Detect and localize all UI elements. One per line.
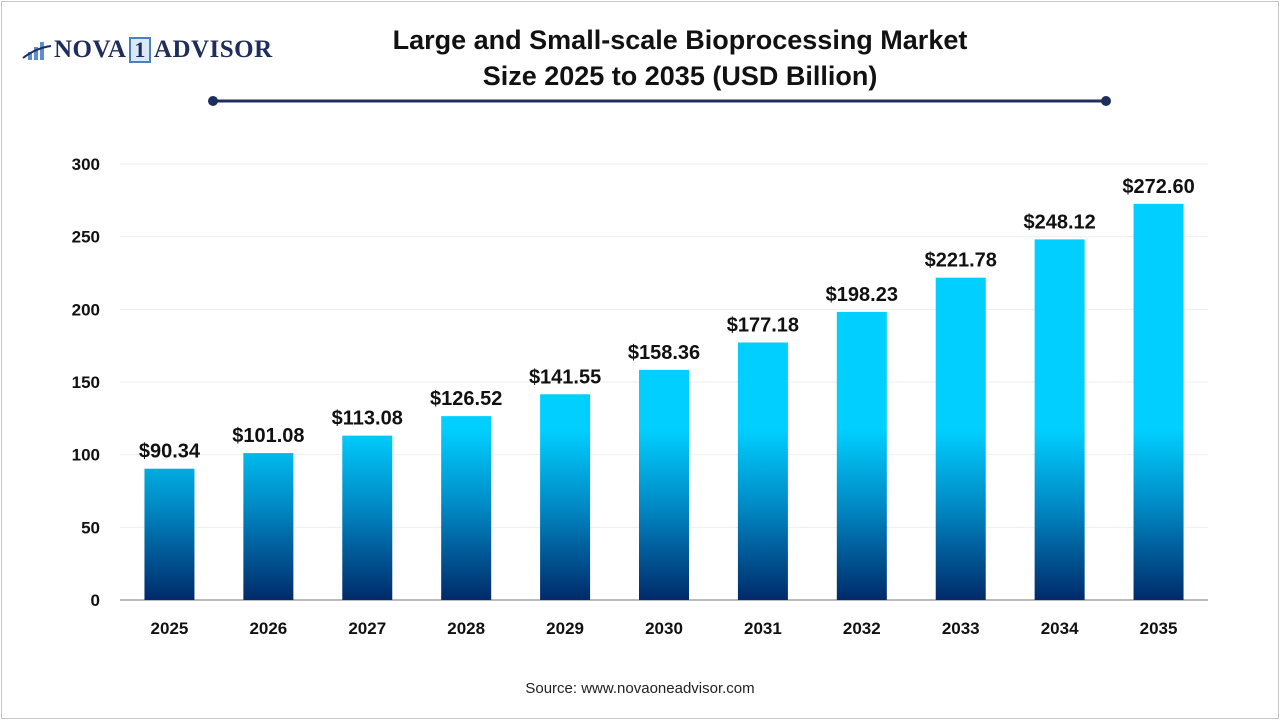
source-note: Source: www.novaoneadvisor.com (525, 680, 755, 697)
chart-title: Large and Small-scale Bioprocessing Mark… (330, 22, 1030, 94)
data-label: $272.60 (1122, 176, 1194, 198)
data-label: $177.18 (727, 314, 799, 336)
y-tick-label: 250 (72, 228, 100, 247)
title-rule-dot-left (208, 96, 218, 106)
logo: NOVA 1 ADVISOR (22, 36, 273, 64)
y-tick-label: 300 (72, 155, 100, 174)
x-tick-label: 2027 (348, 619, 386, 638)
logo-text-nova: NOVA (54, 36, 127, 63)
x-tick-label: 2026 (249, 619, 287, 638)
title-rule-dot-right (1101, 96, 1111, 106)
x-tick-label: 2025 (151, 619, 189, 638)
x-tick-label: 2028 (447, 619, 485, 638)
bar-2025 (144, 468, 195, 600)
x-tick-label: 2032 (843, 619, 881, 638)
data-label: $158.36 (628, 342, 700, 364)
bar-2035 (1133, 203, 1184, 600)
y-tick-label: 0 (91, 591, 100, 610)
data-label: $113.08 (332, 408, 403, 430)
x-tick-label: 2033 (942, 619, 980, 638)
bar-2027 (342, 435, 393, 600)
data-label: $90.34 (139, 441, 201, 463)
data-label: $141.55 (529, 366, 601, 388)
bar-2028 (441, 416, 492, 600)
y-tick-label: 100 (72, 446, 100, 465)
bar-2030 (639, 369, 689, 600)
data-label: $198.23 (826, 284, 898, 306)
bar-chart-logo-icon (22, 42, 52, 60)
logo-text-one: 1 (129, 37, 151, 63)
bar-2032 (836, 311, 887, 600)
bar-2031 (737, 342, 788, 600)
data-label: $126.52 (430, 388, 502, 410)
x-tick-label: 2030 (645, 619, 683, 638)
data-label: $248.12 (1023, 211, 1095, 233)
x-tick-label: 2035 (1140, 619, 1178, 638)
bar-2033 (935, 277, 986, 600)
bar-2026 (243, 453, 294, 600)
y-tick-label: 150 (72, 373, 100, 392)
x-tick-label: 2029 (546, 619, 584, 638)
chart-title-line1: Large and Small-scale Bioprocessing Mark… (392, 25, 968, 55)
y-tick-label: 50 (81, 518, 100, 537)
x-tick-label: 2034 (1041, 619, 1079, 638)
data-label: $101.08 (232, 425, 304, 447)
chart-title-line2: Size 2025 to 2035 (USD Billion) (482, 61, 878, 91)
logo-text-advisor: ADVISOR (153, 36, 273, 63)
x-tick-label: 2031 (744, 619, 782, 638)
data-label: $221.78 (925, 250, 997, 272)
y-tick-label: 200 (72, 300, 100, 319)
bar-2029 (540, 394, 591, 600)
bar-2034 (1034, 239, 1085, 600)
